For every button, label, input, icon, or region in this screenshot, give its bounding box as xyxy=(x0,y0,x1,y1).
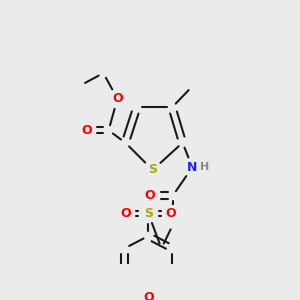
Text: O: O xyxy=(166,207,176,220)
Text: O: O xyxy=(120,207,131,220)
Text: O: O xyxy=(143,291,154,300)
Text: N: N xyxy=(187,161,197,174)
Text: O: O xyxy=(81,124,92,137)
Text: O: O xyxy=(145,189,155,202)
Text: H: H xyxy=(200,162,209,172)
Text: S: S xyxy=(144,207,153,220)
Text: O: O xyxy=(112,92,123,105)
Text: S: S xyxy=(148,164,157,176)
